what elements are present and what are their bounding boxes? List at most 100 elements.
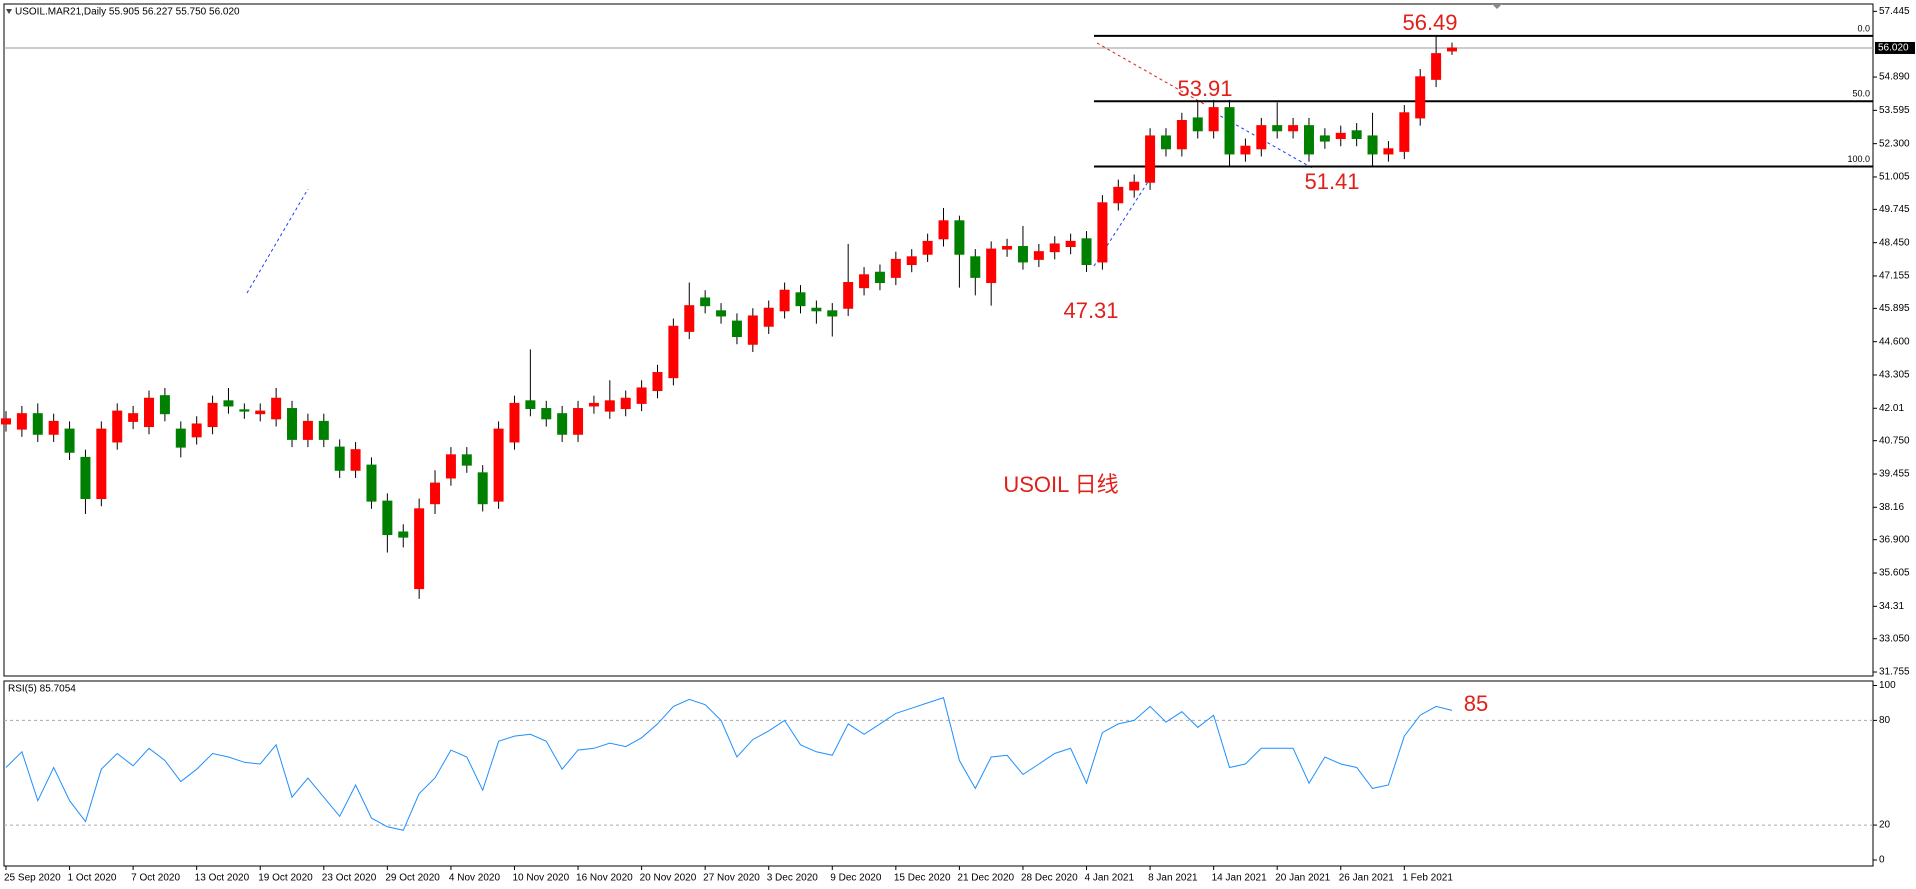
candle-body — [1256, 125, 1267, 150]
rsi-tick-label: 20 — [1879, 820, 1891, 831]
x-tick-label: 13 Oct 2020 — [195, 873, 250, 884]
candle-body — [604, 400, 615, 412]
x-tick-label: 8 Jan 2021 — [1148, 873, 1198, 884]
candle-body — [1272, 125, 1283, 132]
y-tick-label: 53.595 — [1879, 105, 1910, 116]
candle-body — [48, 420, 59, 435]
candle-body — [128, 413, 139, 422]
candle-body — [954, 220, 965, 255]
candle-body — [1065, 240, 1076, 248]
candle-body — [175, 428, 186, 448]
candle-body — [731, 320, 742, 338]
x-tick-label: 9 Dec 2020 — [830, 873, 882, 884]
candle-body — [223, 400, 234, 407]
candle-body — [350, 449, 361, 471]
rsi-tick-label: 100 — [1879, 680, 1896, 691]
candle-body — [843, 282, 854, 309]
x-tick-label: 28 Dec 2020 — [1021, 873, 1078, 884]
candle-body — [652, 372, 663, 392]
candle-body — [1097, 202, 1108, 263]
candle-body — [668, 325, 679, 379]
rsi-tick-label: 80 — [1879, 715, 1891, 726]
candle-body — [1129, 181, 1140, 191]
candle-body — [906, 256, 917, 266]
x-tick-label: 1 Oct 2020 — [68, 873, 117, 884]
x-tick-label: 26 Jan 2021 — [1339, 873, 1394, 884]
candle-body — [398, 531, 409, 538]
candle-body — [1145, 135, 1156, 183]
candle-body — [239, 409, 250, 412]
candle-body — [318, 420, 329, 440]
x-tick-label: 19 Oct 2020 — [258, 873, 313, 884]
y-tick-label: 49.745 — [1879, 204, 1910, 215]
candle-body — [493, 428, 504, 502]
candle-body — [922, 240, 933, 255]
bid-label-box — [1875, 41, 1915, 54]
y-tick-label: 35.605 — [1879, 568, 1910, 579]
candle-body — [80, 456, 91, 500]
candle-body — [1431, 53, 1442, 80]
candle-body — [96, 428, 107, 500]
y-tick-label: 42.01 — [1879, 403, 1904, 414]
y-tick-label: 36.900 — [1879, 534, 1910, 545]
candle-body — [1113, 186, 1124, 204]
candle-body — [1033, 251, 1044, 260]
candle-body — [1081, 238, 1092, 266]
x-tick-label: 10 Nov 2020 — [512, 873, 569, 884]
x-tick-label: 7 Oct 2020 — [131, 873, 180, 884]
x-tick-label: 23 Oct 2020 — [322, 873, 377, 884]
x-tick-label: 27 Nov 2020 — [703, 873, 760, 884]
y-tick-label: 45.895 — [1879, 303, 1910, 314]
candle-body — [1415, 76, 1426, 119]
candle-body — [414, 508, 425, 590]
rsi-line — [5, 697, 1453, 831]
annotation: USOIL 日线 — [1003, 472, 1118, 497]
candle-body — [64, 428, 75, 453]
candle-body — [890, 258, 901, 278]
y-tick-label: 51.005 — [1879, 172, 1910, 183]
candle-body — [986, 248, 997, 284]
y-tick-label: 39.455 — [1879, 469, 1910, 480]
y-tick-label: 44.600 — [1879, 336, 1910, 347]
candle-body — [541, 408, 552, 420]
x-tick-label: 29 Oct 2020 — [385, 873, 440, 884]
candle-body — [1176, 120, 1187, 150]
x-tick-label: 3 Dec 2020 — [767, 873, 819, 884]
candle-body — [1017, 246, 1028, 263]
candle-body — [1351, 130, 1362, 140]
annotation: 53.91 — [1177, 76, 1232, 101]
candle-body — [859, 274, 870, 289]
rsi-title: RSI(5) 85.7054 — [8, 684, 76, 695]
annotation: 85 — [1464, 691, 1488, 716]
y-tick-label: 47.155 — [1879, 271, 1910, 282]
candle-body — [827, 310, 838, 317]
candle-body — [1303, 125, 1314, 155]
candle-body — [477, 472, 488, 505]
candle-body — [747, 315, 758, 345]
fib-label: 0.0 — [1857, 23, 1870, 33]
candle-body — [207, 402, 218, 428]
candle-body — [1446, 47, 1457, 52]
candle-body — [1319, 135, 1330, 142]
y-tick-label: 40.750 — [1879, 435, 1910, 446]
x-tick-label: 4 Nov 2020 — [449, 873, 501, 884]
annotation: 56.49 — [1402, 10, 1457, 35]
candle-body — [112, 410, 123, 443]
annotation: 47.31 — [1063, 298, 1118, 323]
y-tick-label: 57.445 — [1879, 6, 1910, 17]
candle-body — [191, 423, 202, 438]
symbol-icon — [6, 9, 12, 14]
candle-body — [1240, 145, 1251, 155]
candle-body — [1288, 125, 1299, 132]
chart-header: USOIL.MAR21,Daily 55.905 56.227 55.750 5… — [15, 7, 240, 18]
candle-body — [382, 500, 393, 536]
x-tick-label: 14 Jan 2021 — [1212, 873, 1267, 884]
candle-body — [1224, 107, 1235, 155]
candle-body — [32, 413, 43, 435]
annotation: 51.41 — [1304, 169, 1359, 194]
candle-body — [1002, 246, 1013, 250]
y-tick-label: 31.755 — [1879, 667, 1910, 678]
candle-body — [588, 402, 599, 407]
y-tick-label: 48.450 — [1879, 237, 1910, 248]
